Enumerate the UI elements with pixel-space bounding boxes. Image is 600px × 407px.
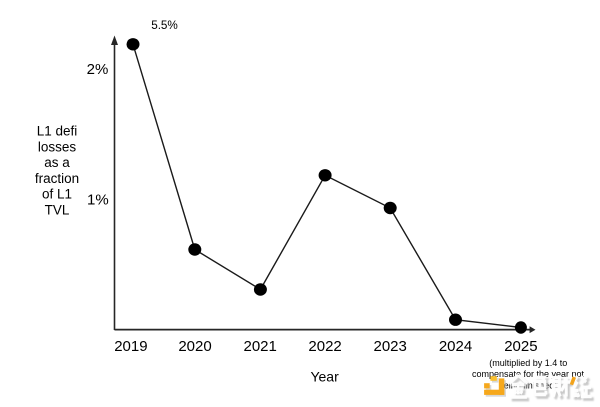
svg-text:2024: 2024 [439,338,472,355]
svg-text:5.5%: 5.5% [151,19,178,32]
svg-text:1%: 1% [87,192,109,209]
svg-text:Year: Year [310,368,339,384]
svg-text:compensate for the year not: compensate for the year not [472,369,585,379]
svg-text:TVL: TVL [45,203,70,218]
svg-text:2021: 2021 [244,338,277,355]
svg-text:2%: 2% [87,61,109,78]
svg-text:2025: 2025 [504,338,537,355]
svg-text:losses: losses [38,139,77,154]
svg-text:2022: 2022 [308,338,341,355]
svg-text:fraction: fraction [35,171,79,186]
svg-text:(multiplied by 1.4 to: (multiplied by 1.4 to [489,358,567,368]
svg-text:as a: as a [44,155,70,170]
svg-text:2023: 2023 [374,338,407,355]
svg-text:2019: 2019 [114,338,147,355]
svg-text:of L1: of L1 [42,187,72,202]
svg-text:L1 defi: L1 defi [37,124,78,139]
svg-text:2020: 2020 [178,338,211,355]
